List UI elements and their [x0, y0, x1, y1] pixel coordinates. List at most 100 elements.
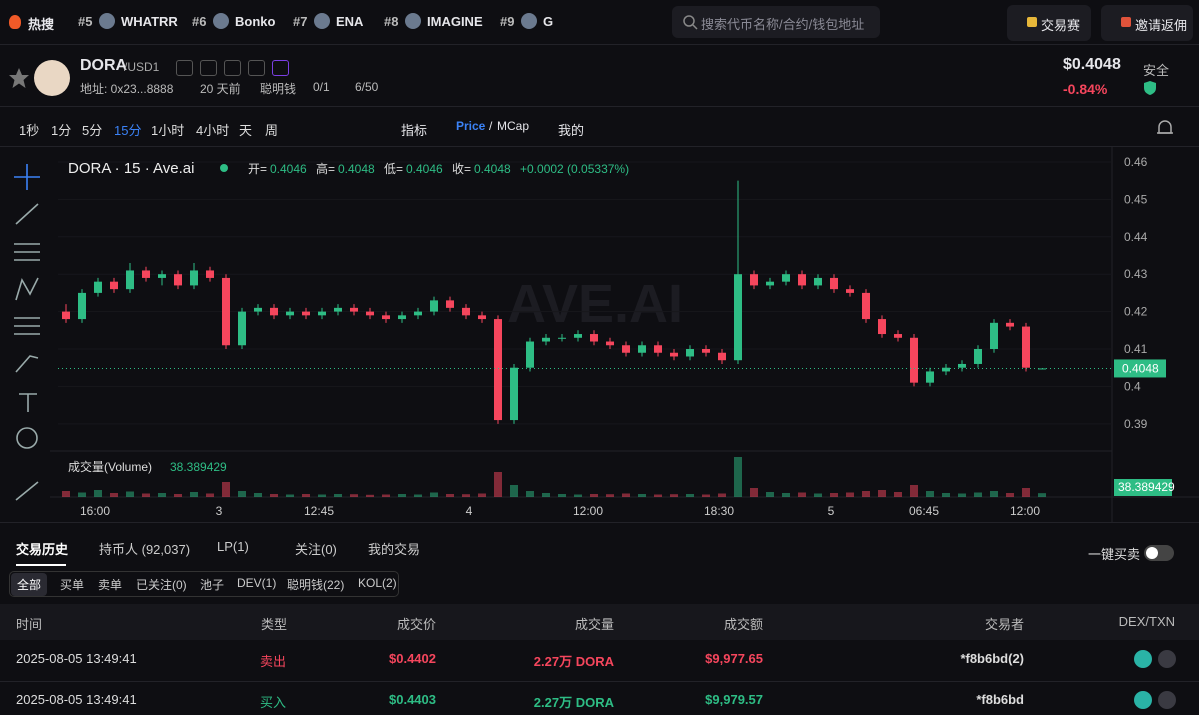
column-header[interactable]: DEX/TXN [1118, 614, 1175, 629]
filter-chip[interactable]: KOL(2) [358, 576, 397, 590]
volume-title: 成交量(Volume) [68, 459, 152, 474]
x-tick-label: 16:00 [80, 504, 110, 518]
indicator-label[interactable]: 指标 [401, 123, 428, 138]
filter-chip[interactable]: 全部 [11, 573, 48, 596]
column-header[interactable]: 时间 [16, 617, 43, 632]
social-icon[interactable] [248, 60, 265, 76]
legend-label: 开= [248, 162, 267, 176]
interval[interactable]: 4小时 [196, 123, 230, 138]
column-header[interactable]: 类型 [261, 617, 288, 632]
trend-rank[interactable]: #9 [500, 14, 515, 29]
price-toggle[interactable]: Price [456, 119, 486, 133]
volume-bar [606, 494, 614, 497]
table-cell: 2025-08-05 13:49:41 [16, 692, 137, 707]
trend-name[interactable]: IMAGINE [427, 14, 483, 29]
one-click-label[interactable]: 一键买卖 [1088, 547, 1141, 562]
filter-chip[interactable]: 卖单 [98, 578, 123, 592]
table-cell: 卖出 [260, 654, 287, 669]
interval[interactable]: 1秒 [19, 123, 40, 138]
y-tick-label: 0.46 [1124, 155, 1148, 169]
social-icon[interactable] [224, 60, 241, 76]
social-icon[interactable] [272, 60, 289, 76]
drawing-tools[interactable] [10, 160, 46, 520]
trend-rank[interactable]: #7 [293, 14, 308, 29]
interval[interactable]: 1分 [51, 123, 72, 138]
column-header[interactable]: 成交价 [396, 617, 436, 632]
candle-body [1006, 322, 1014, 327]
column-header[interactable]: 交易者 [984, 617, 1024, 632]
trend-name[interactable]: G [543, 14, 554, 29]
volume-bar [302, 494, 310, 497]
filter-chip[interactable]: 已关注(0) [136, 578, 187, 592]
trend-rank[interactable]: #6 [192, 14, 207, 29]
volume-value: 38.389429 [170, 460, 227, 474]
column-header[interactable]: 成交量 [574, 617, 614, 632]
search-box[interactable] [672, 6, 880, 38]
bell-icon[interactable] [1155, 118, 1175, 138]
x-tick-label: 5 [828, 504, 835, 518]
interval[interactable]: 5分 [82, 123, 103, 138]
filter-chip[interactable]: 池子 [200, 578, 225, 592]
dex-badge[interactable] [1134, 650, 1152, 668]
candle-body [254, 307, 262, 312]
trend-name[interactable]: Bonko [235, 14, 276, 29]
volume-bar [510, 485, 518, 497]
toggle-sep[interactable]: / [489, 119, 493, 133]
column-header[interactable]: 成交额 [723, 617, 763, 632]
volume-bar [382, 494, 390, 497]
search-placeholder: 搜索代币名称/合约/钱包地址 [701, 17, 865, 32]
txn-link[interactable] [1158, 691, 1176, 709]
tab-underline [16, 564, 66, 566]
filter-chip[interactable]: 聪明钱(22) [287, 578, 345, 592]
volume-bar [734, 457, 742, 497]
candle-body [478, 315, 486, 320]
volume-bar [446, 494, 454, 497]
star-icon[interactable] [8, 67, 30, 89]
toggle-switch[interactable] [1144, 545, 1174, 561]
top-button-label[interactable]: 邀请返佣 [1135, 18, 1188, 33]
interval[interactable]: 天 [239, 123, 253, 138]
tab[interactable]: 持币人 (92,037) [99, 542, 191, 557]
top-button[interactable] [1101, 5, 1193, 41]
interval[interactable]: 15分 [114, 123, 142, 138]
mine-label[interactable]: 我的 [558, 123, 585, 138]
candle-body [174, 274, 182, 286]
candle-body [206, 270, 214, 278]
trend-rank[interactable]: #8 [384, 14, 399, 29]
trend-name[interactable]: WHATRR [121, 14, 178, 29]
social-icon[interactable] [176, 60, 193, 76]
volume-bar [350, 494, 358, 497]
tab[interactable]: 关注(0) [295, 542, 337, 557]
candle-body [158, 274, 166, 278]
filter-chip[interactable]: DEV(1) [237, 576, 277, 590]
volume-bar [942, 493, 950, 497]
trend-rank[interactable]: #5 [78, 14, 93, 29]
candle-body [366, 311, 374, 316]
volume-bar [414, 494, 422, 497]
table-cell: $0.4402 [389, 651, 436, 666]
top-button-label[interactable]: 交易赛 [1041, 18, 1081, 33]
table-cell: $0.4403 [389, 692, 436, 707]
candle-body [222, 277, 230, 346]
txn-link[interactable] [1158, 650, 1176, 668]
mcap-toggle[interactable]: MCap [497, 119, 530, 133]
candle-body [590, 334, 598, 342]
interval[interactable]: 1小时 [151, 123, 185, 138]
dex-badge[interactable] [1134, 691, 1152, 709]
legend-value: 0.4048 [338, 162, 375, 176]
candle-body [686, 349, 694, 357]
toolbar-divider [0, 146, 1199, 147]
tab[interactable]: 我的交易 [368, 542, 421, 557]
tab[interactable]: LP(1) [217, 539, 249, 554]
volume-bar [270, 494, 278, 497]
trend-name[interactable]: ENA [336, 14, 364, 29]
tab[interactable]: 交易历史 [16, 542, 69, 557]
x-tick-label: 3 [216, 504, 223, 518]
social-icon[interactable] [200, 60, 217, 76]
volume-bar [894, 492, 902, 497]
candle-body [542, 337, 550, 342]
filter-chip[interactable]: 买单 [60, 578, 85, 592]
y-tick-label: 0.42 [1124, 305, 1148, 319]
interval[interactable]: 周 [265, 123, 279, 138]
top-button[interactable] [1007, 5, 1091, 41]
